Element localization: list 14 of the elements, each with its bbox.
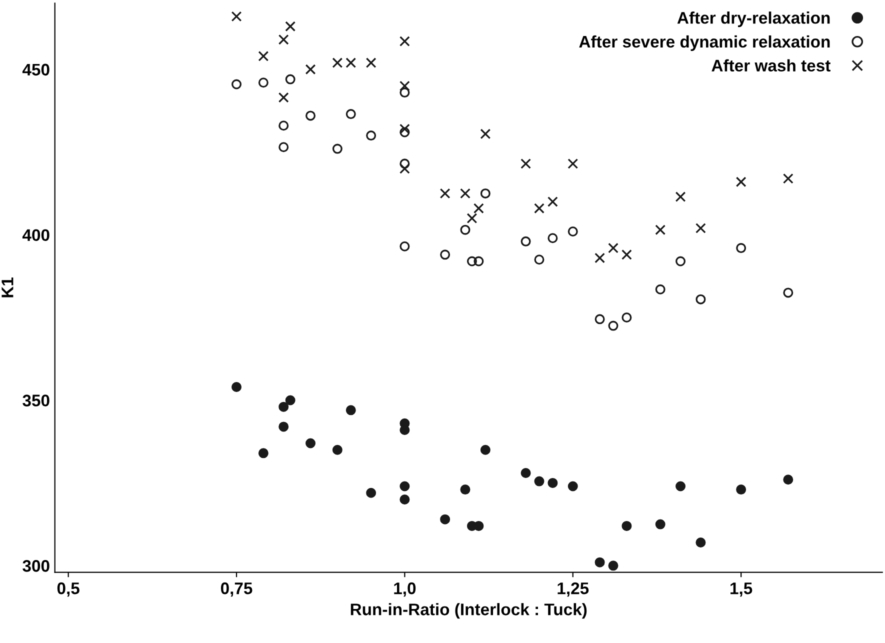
y-tick-label: 450 — [22, 64, 50, 76]
legend-label: After wash test — [712, 59, 830, 72]
x-tick-label: 0,75 — [220, 582, 252, 597]
y-axis-title: K1 — [2, 278, 14, 298]
x-tick-label: 1,0 — [394, 582, 416, 597]
legend-label: After dry-relaxation — [677, 12, 830, 28]
y-tick-label: 400 — [22, 229, 50, 242]
y-tick-label: 300 — [22, 560, 50, 572]
y-tick-label: 350 — [22, 394, 50, 406]
x-axis-title: Run-in-Ratio (Interlock : Tuck) — [350, 603, 587, 619]
x-tick-label: 1,25 — [558, 582, 589, 597]
x-tick-label: 0,5 — [57, 582, 80, 597]
legend-label: After severe dynamic relaxation — [579, 35, 830, 51]
x-tick-label: 1,5 — [730, 582, 752, 597]
